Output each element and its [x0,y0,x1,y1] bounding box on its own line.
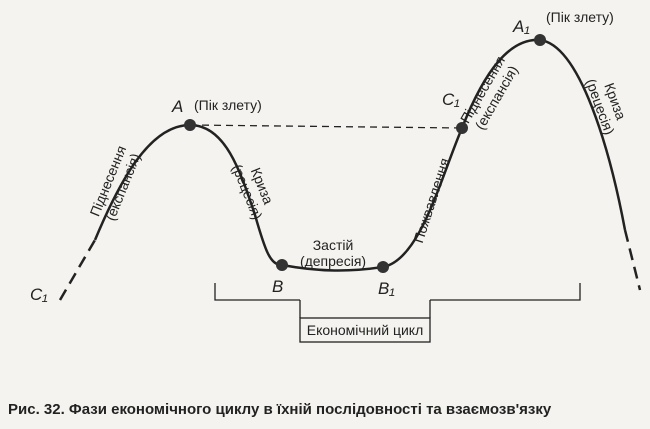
point-label: A [171,97,183,116]
point-note: (Пік злету) [194,97,262,113]
peak-level-line [189,124,463,129]
point-label: A₁ [512,17,530,36]
curve-start [58,239,97,301]
cycle-box [299,317,431,343]
point [377,261,389,273]
phase-label: Криза (рецесія) [229,162,277,222]
cycle-connector [299,300,431,318]
phase-text: (депресія) [300,253,366,269]
phase-text: Застій [313,237,354,253]
point-label: B₁ [378,279,395,298]
curve-end [623,229,642,291]
point-label: C₁ [30,285,48,304]
point-label: B [272,277,283,296]
points [184,34,546,273]
cycle-bracket [214,283,581,301]
point-note: (Пік злету) [546,9,614,25]
point [184,119,196,131]
point [276,259,288,271]
point-label: C₁ [442,90,460,109]
caption: Рис. 32. Фази економічного циклу в їхній… [8,401,552,418]
point [456,122,468,134]
point [534,34,546,46]
cycle-label: Економічний цикл [307,322,424,338]
